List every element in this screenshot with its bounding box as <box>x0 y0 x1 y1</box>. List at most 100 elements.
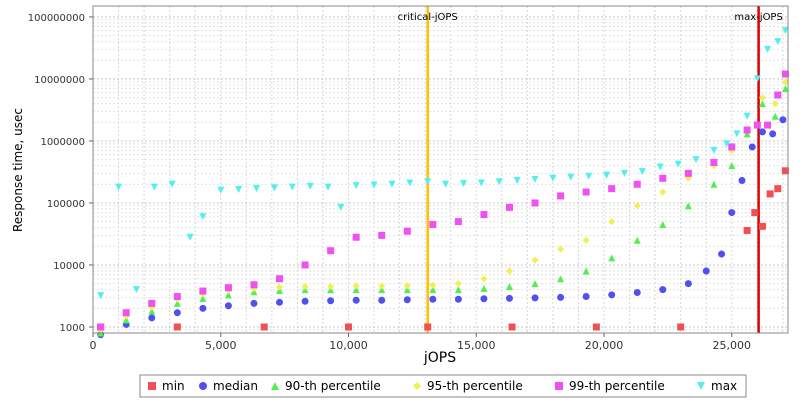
grid <box>93 6 788 334</box>
legend-label: median <box>213 379 258 393</box>
data-point <box>771 112 779 120</box>
data-point <box>758 100 766 108</box>
data-point <box>781 167 789 175</box>
data-point <box>684 202 692 210</box>
data-point <box>250 299 258 307</box>
x-tick-label: 25,000 <box>713 339 752 352</box>
data-point <box>513 177 521 185</box>
data-point <box>480 295 488 303</box>
data-point <box>301 282 309 290</box>
data-point <box>743 126 751 134</box>
legend-swatch <box>199 382 207 390</box>
data-point <box>378 231 386 239</box>
data-point <box>480 275 488 283</box>
data-point <box>352 182 360 190</box>
data-point <box>352 282 360 290</box>
data-point <box>764 121 772 129</box>
data-point <box>253 185 261 193</box>
data-point <box>424 178 432 186</box>
data-point <box>429 286 437 294</box>
data-point <box>659 174 667 182</box>
data-point <box>97 292 105 300</box>
data-point <box>276 283 284 291</box>
legend-label: max <box>711 379 737 393</box>
data-point <box>224 284 232 292</box>
x-axis-ticks: 0 5,000 10,000 15,000 20,000 25,000 <box>90 333 752 352</box>
data-point <box>406 179 414 187</box>
legend-swatch <box>697 382 705 390</box>
y-axis-ticks: 1000 10000 100000 1000000 10000000 100000000 <box>28 13 93 334</box>
data-point <box>710 158 718 166</box>
legend: min median 90-th percentile 95-th percentil… <box>139 374 747 398</box>
legend-swatch <box>271 382 279 390</box>
x-tick-label: 15,000 <box>457 339 496 352</box>
data-point <box>608 254 616 262</box>
data-point <box>454 280 462 288</box>
y-tick-label: 10000000 <box>34 75 85 86</box>
data-point <box>352 233 360 241</box>
data-point <box>429 281 437 289</box>
data-point <box>260 323 268 331</box>
data-point <box>531 199 539 207</box>
data-point <box>557 293 565 301</box>
data-point <box>718 250 726 258</box>
y-tick-label: 10000 <box>53 261 85 272</box>
data-point <box>659 286 667 294</box>
data-point <box>186 233 194 241</box>
legend-label: 95-th percentile <box>427 379 523 393</box>
data-point <box>531 294 539 302</box>
data-point <box>766 190 774 198</box>
data-point <box>459 180 467 188</box>
data-point <box>592 323 600 331</box>
data-point <box>235 185 243 193</box>
data-point <box>324 183 332 191</box>
data-point <box>603 171 611 179</box>
data-point <box>549 174 557 182</box>
data-point <box>753 75 761 83</box>
data-point <box>567 173 575 181</box>
x-axis-label: jOPS <box>423 350 456 366</box>
data-point <box>352 286 360 294</box>
data-point <box>781 85 789 93</box>
data-point <box>388 180 396 188</box>
data-point <box>608 185 616 193</box>
data-point <box>781 70 789 78</box>
data-point <box>97 323 105 331</box>
data-point <box>710 147 718 155</box>
data-point <box>477 179 485 187</box>
data-point <box>684 169 692 177</box>
data-point <box>276 275 284 283</box>
legend-swatch <box>413 382 421 390</box>
data-point <box>620 169 628 177</box>
data-point <box>557 245 565 253</box>
data-point <box>743 130 751 138</box>
data-point <box>337 203 345 211</box>
data-point <box>633 180 641 188</box>
data-point <box>633 202 641 210</box>
data-point <box>733 130 741 138</box>
data-point <box>199 294 207 302</box>
data-point <box>702 267 710 275</box>
data-point <box>480 211 488 219</box>
data-point <box>779 116 787 124</box>
data-point <box>199 287 207 295</box>
data-point <box>531 256 539 264</box>
legend-swatch <box>148 382 156 390</box>
data-point <box>582 236 590 244</box>
series-max <box>97 27 789 300</box>
data-point <box>148 299 156 307</box>
data-point <box>115 183 123 191</box>
data-point <box>173 323 181 331</box>
data-point <box>769 130 777 138</box>
y-tick-label: 100000 <box>47 199 85 210</box>
data-point <box>148 307 156 315</box>
data-point <box>684 280 692 288</box>
x-tick-label: 0 <box>90 339 97 352</box>
data-point <box>505 203 513 211</box>
data-point <box>224 291 232 299</box>
data-point <box>173 309 181 317</box>
data-point <box>224 302 232 310</box>
plot-background <box>93 6 788 333</box>
